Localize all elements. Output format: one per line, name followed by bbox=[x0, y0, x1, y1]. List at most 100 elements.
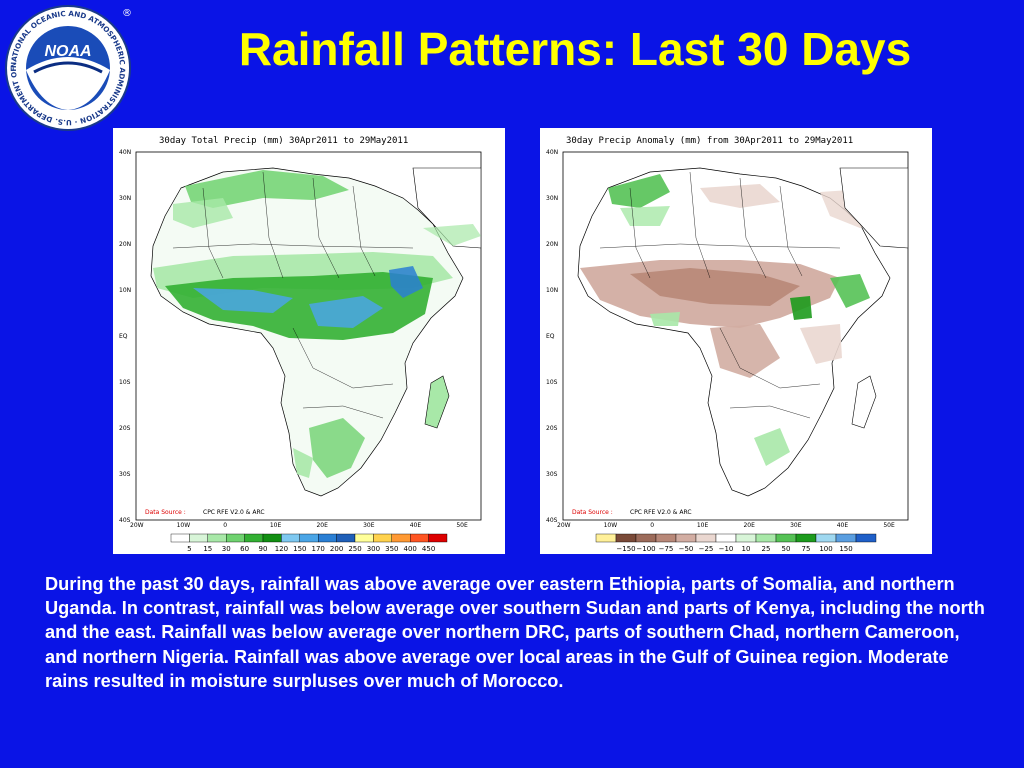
lat-tick-label: 40N bbox=[546, 149, 558, 156]
lat-tick-label: 10N bbox=[119, 287, 131, 294]
colorbar-label: 25 bbox=[762, 545, 771, 553]
colorbar-swatch bbox=[410, 533, 429, 543]
colorbar-swatch bbox=[615, 533, 637, 543]
lat-tick-label: 30S bbox=[119, 471, 131, 478]
total-precip-map-panel: 30day Total Precip (mm) 30Apr2011 to 29M… bbox=[113, 128, 505, 554]
lat-tick-label: 10S bbox=[546, 379, 558, 386]
lat-tick-label: EQ bbox=[546, 333, 555, 340]
colorbar-swatch bbox=[354, 533, 374, 543]
colorbar-label: 15 bbox=[203, 545, 212, 553]
colorbar-swatch bbox=[635, 533, 657, 543]
colorbar-swatch bbox=[336, 533, 356, 543]
colorbar-label: 75 bbox=[802, 545, 811, 553]
madagascar bbox=[851, 375, 877, 429]
lon-tick-label: 10W bbox=[177, 522, 191, 529]
colorbar-label: 90 bbox=[259, 545, 268, 553]
colorbar-label: 60 bbox=[240, 545, 249, 553]
colorbar-label: 30 bbox=[222, 545, 231, 553]
lon-tick-label: 10W bbox=[604, 522, 618, 529]
lat-tick-label: 20S bbox=[546, 425, 558, 432]
colorbar-label: 300 bbox=[367, 545, 380, 553]
lat-labels: 40N 30N 20N 10N EQ 10S 20S 30S 40S bbox=[119, 149, 131, 524]
colorbar-swatch bbox=[317, 533, 337, 543]
colorbar-label: −150 bbox=[616, 545, 635, 553]
lat-tick-label: 10N bbox=[546, 287, 558, 294]
madagascar bbox=[424, 375, 450, 429]
lon-tick-label: 40E bbox=[837, 522, 849, 529]
colorbar-label: −25 bbox=[699, 545, 714, 553]
noaa-logo: NOAA NATIONAL OCEANIC AND ATMOSPHERIC AD… bbox=[0, 0, 132, 132]
colorbar-swatch bbox=[170, 533, 190, 543]
colorbar-swatch bbox=[695, 533, 717, 543]
colorbar-label: 400 bbox=[404, 545, 417, 553]
colorbar-swatch bbox=[655, 533, 677, 543]
source-label: Data Source : bbox=[572, 509, 613, 516]
lon-tick-label: 40E bbox=[410, 522, 422, 529]
colorbar-swatch bbox=[391, 533, 411, 543]
lat-tick-label: 20N bbox=[546, 241, 558, 248]
colorbar-swatch bbox=[428, 533, 448, 543]
colorbar-swatch bbox=[299, 533, 319, 543]
colorbar-swatch bbox=[262, 533, 282, 543]
source-label: Data Source : bbox=[145, 509, 186, 516]
colorbar-swatch bbox=[815, 533, 837, 543]
colorbar-label: 150 bbox=[839, 545, 852, 553]
source-value: CPC RFE V2.0 & ARC bbox=[630, 509, 692, 516]
colorbar: −150 −100 −75 −50 −25 −10 10 25 50 75 100 150 bbox=[595, 533, 877, 553]
logo-center-text: NOAA bbox=[44, 43, 91, 60]
colorbar-swatch bbox=[775, 533, 797, 543]
lon-tick-label: 30E bbox=[363, 522, 375, 529]
colorbar-label: 120 bbox=[275, 545, 288, 553]
lat-tick-label: 40S bbox=[546, 517, 558, 524]
colorbar-label: −100 bbox=[636, 545, 655, 553]
colorbar-label: 10 bbox=[742, 545, 751, 553]
colorbar-swatch bbox=[835, 533, 857, 543]
colorbar-swatch bbox=[755, 533, 777, 543]
description-text: During the past 30 days, rainfall was ab… bbox=[45, 574, 985, 691]
lon-labels: 20W 10W 0 10E 20E 30E 40E 50E bbox=[557, 522, 895, 529]
colorbar-swatch bbox=[373, 533, 392, 543]
lat-tick-label: 10S bbox=[119, 379, 131, 386]
colorbar-swatch bbox=[225, 533, 245, 543]
lon-tick-label: 10E bbox=[697, 522, 709, 529]
colorbar-label: 100 bbox=[819, 545, 832, 553]
lon-tick-label: 20E bbox=[316, 522, 328, 529]
map-title: 30day Precip Anomaly (mm) from 30Apr2011… bbox=[566, 136, 853, 146]
colorbar-swatch bbox=[595, 533, 617, 543]
lon-tick-label: 30E bbox=[790, 522, 802, 529]
lon-labels: 20W 10W 0 10E 20E 30E 40E 50E bbox=[130, 522, 468, 529]
registered-mark: ® bbox=[122, 8, 132, 19]
colorbar-swatch bbox=[244, 533, 264, 543]
lat-tick-label: 40S bbox=[119, 517, 131, 524]
colorbar-swatch bbox=[795, 533, 817, 543]
colorbar-label: 5 bbox=[187, 545, 191, 553]
lat-tick-label: 30S bbox=[546, 471, 558, 478]
colorbar: 5 15 30 60 90 120 150 170 200 250 300 350 400 450 bbox=[170, 533, 448, 553]
colorbar-swatch bbox=[735, 533, 757, 543]
precip-anomaly-map-panel: 30day Precip Anomaly (mm) from 30Apr2011… bbox=[540, 128, 932, 554]
lon-tick-label: 50E bbox=[456, 522, 468, 529]
lon-tick-label: 0 bbox=[223, 522, 227, 529]
colorbar-label: 250 bbox=[348, 545, 361, 553]
lon-tick-label: 20W bbox=[130, 522, 144, 529]
lat-tick-label: EQ bbox=[119, 333, 128, 340]
colorbar-label: −75 bbox=[659, 545, 674, 553]
colorbar-label: −50 bbox=[679, 545, 694, 553]
lat-tick-label: 30N bbox=[546, 195, 558, 202]
colorbar-swatch bbox=[189, 533, 209, 543]
lat-tick-label: 40N bbox=[119, 149, 131, 156]
colorbar-label: 170 bbox=[312, 545, 325, 553]
lat-labels: 40N 30N 20N 10N EQ 10S 20S 30S 40S bbox=[546, 149, 558, 524]
colorbar-swatch bbox=[675, 533, 697, 543]
lat-tick-label: 30N bbox=[119, 195, 131, 202]
map-title: 30day Total Precip (mm) 30Apr2011 to 29M… bbox=[159, 136, 408, 146]
colorbar-label: 350 bbox=[385, 545, 398, 553]
colorbar-label: 150 bbox=[293, 545, 306, 553]
colorbar-swatch bbox=[715, 533, 737, 543]
lon-tick-label: 20E bbox=[743, 522, 755, 529]
lon-tick-label: 10E bbox=[270, 522, 282, 529]
lat-tick-label: 20S bbox=[119, 425, 131, 432]
source-value: CPC RFE V2.0 & ARC bbox=[203, 509, 265, 516]
colorbar-label: 450 bbox=[422, 545, 435, 553]
colorbar-swatch bbox=[207, 533, 227, 543]
